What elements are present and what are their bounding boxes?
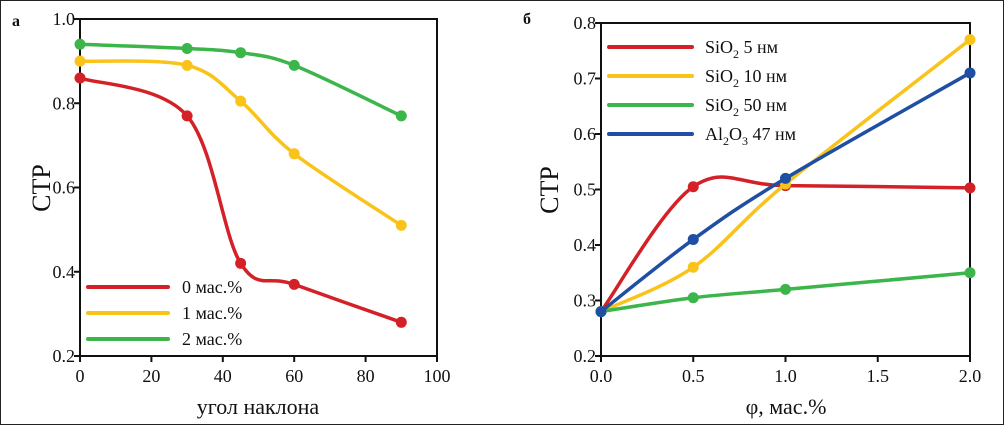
legend-formula: Al <box>705 124 723 144</box>
series-line-2 <box>600 271 971 314</box>
x-tick-label: 0.5 <box>682 366 705 386</box>
y-axis-label: CTP <box>535 166 564 214</box>
legend-subscript: 3 <box>742 134 748 148</box>
legend-rest: 10 нм <box>739 66 787 86</box>
x-tick-label: 40 <box>214 366 232 386</box>
data-point <box>395 219 407 231</box>
data-point <box>288 278 300 290</box>
data-point <box>74 55 86 67</box>
y-tick-label: 0.6 <box>574 124 597 144</box>
y-tick-label: 1.0 <box>53 9 76 29</box>
data-point <box>964 182 976 194</box>
series-line-0 <box>79 76 402 324</box>
data-point <box>780 283 791 295</box>
x-tick-label: 0 <box>76 366 85 386</box>
y-tick-label: 0.2 <box>53 346 76 366</box>
legend-rest: 5 нм <box>739 37 778 57</box>
data-point <box>74 38 86 50</box>
x-tick-label: 80 <box>357 366 375 386</box>
legend-label: SiO2 50 нм <box>705 95 787 119</box>
x-axis-label: угол наклона <box>197 394 320 419</box>
data-point <box>288 59 300 71</box>
data-point <box>395 110 407 122</box>
x-tick-label: 60 <box>285 366 303 386</box>
data-point <box>687 233 699 245</box>
data-point <box>288 148 300 160</box>
x-tick-label: 2.0 <box>959 366 982 386</box>
legend-formula: SiO <box>705 37 733 57</box>
x-tick-label: 0.0 <box>590 366 613 386</box>
legend-label: SiO2 5 нм <box>705 37 778 61</box>
x-tick-label: 100 <box>424 366 451 386</box>
legend-formula: SiO <box>705 95 733 115</box>
data-point <box>687 181 699 193</box>
legend-rest: 50 нм <box>739 95 787 115</box>
data-point <box>964 34 976 46</box>
y-axis-label: CTP <box>27 164 56 212</box>
legend-subscript: 2 <box>733 76 739 90</box>
y-tick-label: 0.6 <box>53 178 76 198</box>
chart-panel-1: б 0.0 0.5 1.0 1.5 2.0 0.2 0.3 0.4 0.5 0.6 0.7 0.8 φ, … <box>523 11 981 419</box>
x-tick-label: 20 <box>142 366 160 386</box>
legend-label: 0 мас.% <box>182 277 242 297</box>
data-point <box>235 95 247 107</box>
data-point <box>181 42 193 54</box>
data-point <box>181 110 193 122</box>
y-tick-label: 0.5 <box>574 180 597 200</box>
legend-subscript: 2 <box>733 105 739 119</box>
data-point <box>964 267 976 279</box>
chart-panel-0: а 0 20 40 60 80 100 0.2 0.4 0.6 0.8 1.0 угол наклона… <box>12 9 451 419</box>
legend-formula: SiO <box>705 66 733 86</box>
panel-label: а <box>12 13 20 30</box>
data-point <box>74 72 86 84</box>
y-tick-label: 0.2 <box>574 346 597 366</box>
legend-subscript: 2 <box>723 134 729 148</box>
y-tick-label: 0.4 <box>574 235 597 255</box>
y-tick-label: 0.7 <box>574 69 597 89</box>
x-tick-label: 1.0 <box>774 366 797 386</box>
series-line-0 <box>599 175 971 313</box>
y-tick-label: 0.3 <box>574 291 597 311</box>
data-point <box>395 316 407 328</box>
data-point <box>964 67 976 79</box>
data-point <box>780 172 791 184</box>
data-point <box>181 59 193 71</box>
y-tick-label: 0.4 <box>53 262 76 282</box>
legend-subscript: 2 <box>733 47 739 61</box>
series-line-1 <box>600 38 972 314</box>
series-line-3 <box>599 71 971 313</box>
data-point <box>235 47 247 59</box>
legend-label: 2 мас.% <box>182 329 242 349</box>
legend-label: Al2O3 47 нм <box>705 124 796 148</box>
data-point <box>595 306 607 318</box>
panel-label: б <box>523 11 531 28</box>
legend-rest: 47 нм <box>748 124 796 144</box>
data-point <box>687 292 699 304</box>
data-point <box>687 261 699 273</box>
x-tick-label: 1.5 <box>867 366 890 386</box>
legend-formula: O <box>729 124 742 144</box>
legend-label: SiO2 10 нм <box>705 66 787 90</box>
y-tick-label: 0.8 <box>53 93 76 113</box>
data-point <box>235 257 247 269</box>
legend-label: 1 мас.% <box>182 303 242 323</box>
x-axis-label: φ, мас.% <box>746 394 827 419</box>
y-tick-label: 0.8 <box>574 13 597 33</box>
